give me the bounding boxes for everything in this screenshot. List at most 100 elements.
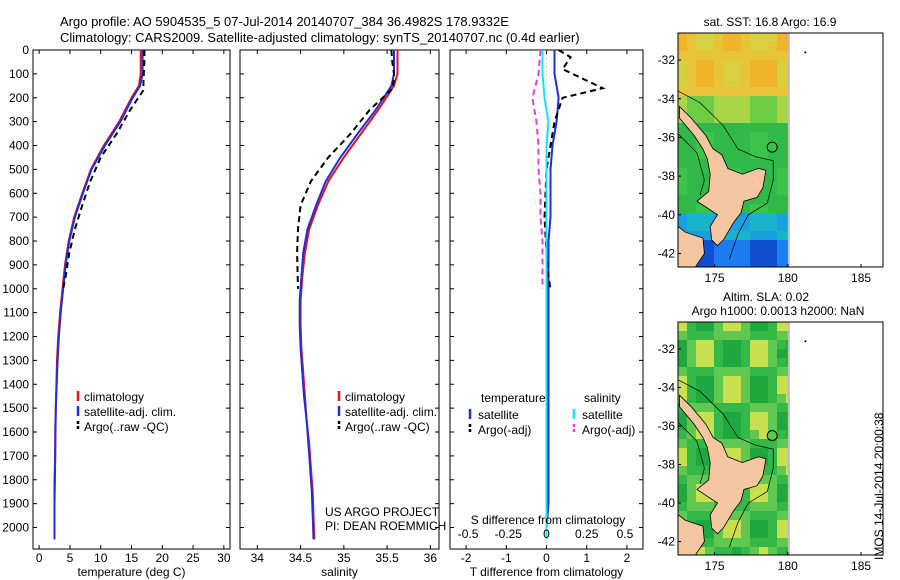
sla_map-cell (696, 520, 706, 530)
sla_map-cell (723, 520, 733, 530)
sst_map-cell (687, 168, 697, 178)
salinity-series-argo-raw-qc- (296, 49, 396, 289)
sla_map-cell (732, 394, 742, 404)
temperature-ytick-label: 100 (9, 67, 29, 81)
sla_map-cell (777, 439, 787, 449)
salinity-legend-label: satellite-adj. clim. (345, 405, 437, 419)
sst_map-cell (678, 42, 688, 52)
sla_map-cell (687, 439, 697, 449)
temperature-ytick-label: 0 (22, 43, 29, 57)
sla_map-cell (768, 412, 778, 422)
sst_map-cell (741, 240, 751, 250)
difference-top-xlabel: S difference from climatology (471, 513, 626, 527)
temperature-ytick-label: 1100 (3, 306, 29, 320)
sst_map-cell (678, 33, 688, 43)
sst_map-cell (777, 231, 787, 241)
sla_map-cell (768, 376, 778, 386)
sst_map-cell (696, 96, 706, 106)
sst_map-cell (768, 87, 778, 97)
sla_map-cell (714, 403, 724, 413)
sla_map-cell (696, 358, 706, 368)
sst_map-cell (768, 51, 778, 61)
sla_map-cell (705, 511, 715, 521)
sst_map-cell (696, 78, 706, 88)
sla_map-cell (678, 358, 688, 368)
sst_map-cell (732, 231, 742, 241)
sst_map-cell (678, 177, 688, 187)
sla_map-cell (705, 394, 715, 404)
sla_map-cell (777, 358, 787, 368)
sla_map-cell (759, 538, 769, 548)
sla_map-cell (750, 484, 760, 494)
sla_map-cell (741, 421, 751, 431)
sla_map-cell (777, 529, 787, 539)
sla_map-cell (696, 322, 706, 332)
sla_map-cell (705, 385, 715, 395)
sla_map-cell (687, 385, 697, 395)
sst_map-cell (723, 69, 733, 79)
sla_map-cell (714, 547, 724, 555)
sst_map-cell (759, 231, 769, 241)
sst_map-cell (723, 51, 733, 61)
sst_map-cell (741, 51, 751, 61)
sst_map-cell (723, 123, 733, 133)
sst_map-cell (768, 114, 778, 124)
temperature-xtick-label: 5 (67, 551, 74, 565)
sst_map-cell (768, 78, 778, 88)
sst_map-cell (687, 69, 697, 79)
sst_map-cell (750, 78, 760, 88)
sla_map-cell (687, 484, 697, 494)
sla_map-cell (678, 484, 688, 494)
sla_map-cell (732, 430, 742, 440)
temperature-ytick-label: 400 (9, 139, 29, 153)
sst_map-cell (705, 114, 715, 124)
sst_map-cell (768, 105, 778, 115)
sla_map-cell (741, 493, 751, 503)
sla_map-cell (750, 367, 760, 377)
sst_map-south-island (678, 225, 705, 267)
sla_map-cell (741, 439, 751, 449)
temperature-legend-label: climatology (84, 390, 144, 404)
sla_map-cell (696, 448, 706, 458)
sst_map-cell (732, 105, 742, 115)
sst_map-cell (687, 222, 697, 232)
sst_map-cell (741, 231, 751, 241)
sst_map-cell (705, 33, 715, 43)
sst_map-cell (678, 150, 688, 160)
sla_map-cell (705, 421, 715, 431)
sst_map-cell (759, 132, 769, 142)
sla_map-cell (777, 376, 787, 386)
sla_map-cell (759, 529, 769, 539)
sla_map-nodata (789, 322, 883, 555)
sst_map-cell (723, 132, 733, 142)
sst_map-cell (732, 69, 742, 79)
sst_map-cell (705, 222, 715, 232)
sst_map-cell (750, 231, 760, 241)
sla_map-cell (741, 340, 751, 350)
sla_map-cell (777, 457, 787, 467)
sla_map-cell (759, 340, 769, 350)
sst_map-cell (723, 60, 733, 70)
sst_map-cell (696, 33, 706, 43)
sla_map-cell (768, 493, 778, 503)
difference-legend-label: Argo(-adj) (582, 423, 635, 437)
sst_map-cell (768, 240, 778, 250)
sst_map-cell (696, 231, 706, 241)
sst_map-cell (759, 213, 769, 223)
sst_map-cell (759, 60, 769, 70)
sst_map-cell (759, 78, 769, 88)
sst_map-cell (777, 33, 787, 43)
sst_map-cell (759, 195, 769, 205)
sst_map-cell (732, 123, 742, 133)
sla_map-cell (714, 376, 724, 386)
salinity-xtick-label: 35.5 (375, 551, 399, 565)
temperature-ytick-label: 800 (9, 234, 29, 248)
sla_map-cell (750, 529, 760, 539)
sla_map-cell (678, 331, 688, 341)
sst_map-cell (696, 177, 706, 187)
temperature-ytick-label: 1800 (2, 473, 29, 487)
sla_map-xtick-label: 185 (851, 559, 871, 573)
difference-xtick-label: -1 (501, 551, 512, 565)
sst_map-cell (777, 141, 787, 151)
sst_map-cell (741, 105, 751, 115)
